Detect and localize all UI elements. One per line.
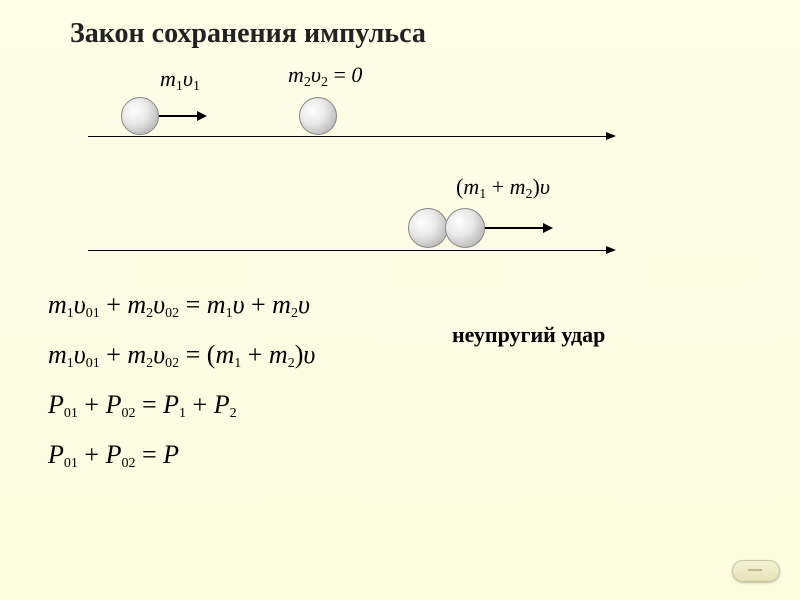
label-m1v1: m1υ1 [160, 66, 200, 95]
axis-1 [88, 136, 608, 137]
slide-title: Закон сохранения импульса [70, 18, 426, 50]
ball-combined-b [445, 208, 485, 248]
ball-m2 [299, 97, 337, 135]
equation-4: P01 + P02 = P [48, 440, 315, 472]
equation-1: m1υ01 + m2υ02 = m1υ + m2υ [48, 290, 315, 322]
axis-1-arrow [606, 132, 616, 140]
close-button[interactable]: — [732, 560, 780, 582]
label-m2v2: m2υ2 = 0 [288, 62, 362, 91]
velocity-vector-2-arrow [543, 223, 553, 233]
equations-block: m1υ01 + m2υ02 = m1υ + m2υ m1υ01 + m2υ02 … [48, 290, 315, 490]
ball-combined-a [408, 208, 448, 248]
label-combined: (m1 + m2)υ [456, 174, 550, 203]
inelastic-collision-label: неупругий удар [452, 322, 605, 348]
velocity-vector-2 [485, 227, 545, 229]
equation-2: m1υ01 + m2υ02 = (m1 + m2)υ [48, 340, 315, 372]
axis-2-arrow [606, 246, 616, 254]
velocity-vector-1 [159, 115, 199, 117]
equation-3: P01 + P02 = P1 + P2 [48, 390, 315, 422]
axis-2 [88, 250, 608, 251]
ball-m1 [121, 97, 159, 135]
velocity-vector-1-arrow [197, 111, 207, 121]
